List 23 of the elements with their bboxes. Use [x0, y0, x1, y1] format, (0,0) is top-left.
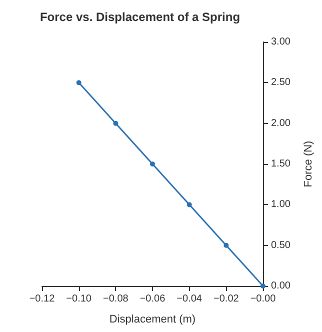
x-tick-label: −0.10 [66, 294, 92, 304]
y-tick-label: 1.50 [271, 158, 291, 170]
x-tick-label: −0.08 [103, 294, 129, 304]
y-axis-title: Force (N) [302, 140, 314, 188]
x-tick-label: −0.12 [29, 294, 56, 304]
y-tick-label: 0.50 [271, 240, 291, 251]
x-tick-label: −0.04 [176, 294, 202, 304]
y-tick-label: 1.00 [271, 199, 291, 210]
x-tick-label: −0.02 [214, 294, 240, 304]
chart-title: Force vs. Displacement of a Spring [40, 10, 240, 24]
x-tick-label: −0.00 [250, 294, 276, 304]
x-axis-title: Displacement (m) [109, 314, 196, 326]
y-tick-label: 2.50 [271, 77, 291, 88]
point [76, 80, 82, 86]
y-tick-label: 3.00 [271, 36, 291, 48]
point [186, 202, 192, 208]
y-tick-label: 2.00 [271, 118, 291, 129]
point [260, 284, 266, 288]
point [150, 162, 155, 166]
point [113, 120, 118, 126]
point [224, 242, 229, 248]
y-tick-label: 0.00 [271, 280, 291, 292]
x-tick-label: −0.06 [140, 294, 166, 304]
